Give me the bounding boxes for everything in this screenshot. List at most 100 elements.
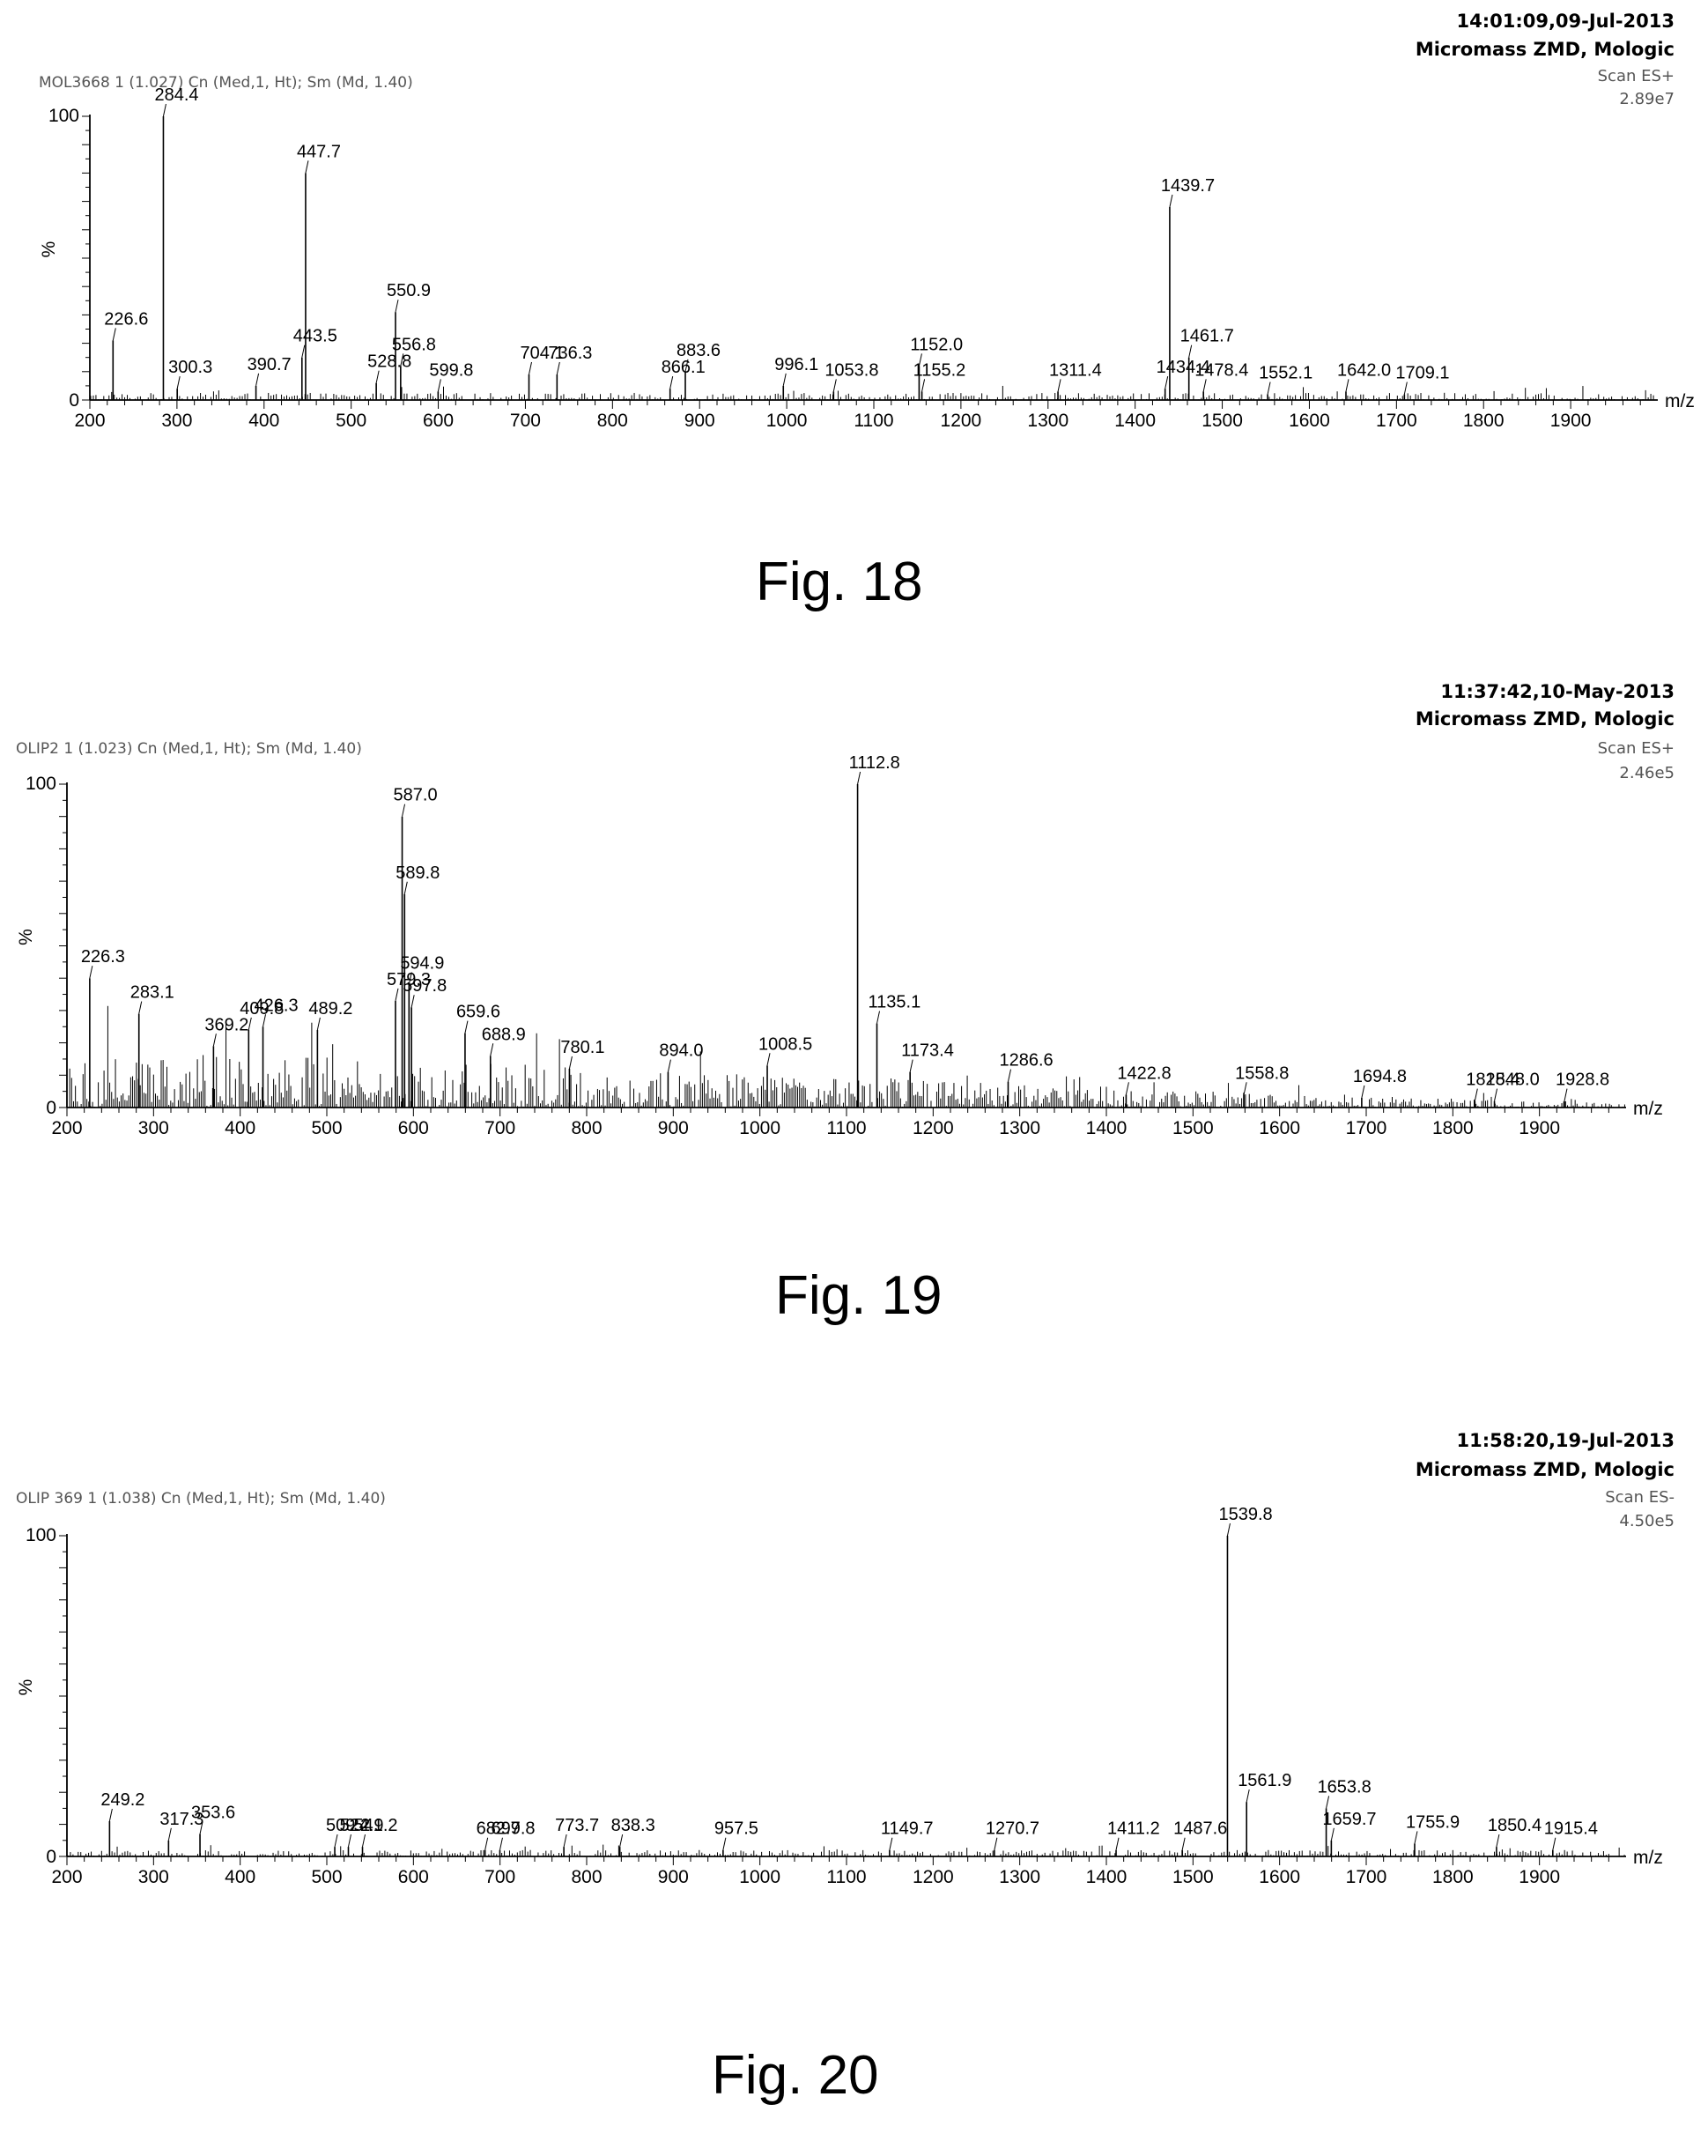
scan-mode: Scan ES+	[1597, 67, 1675, 85]
peak-leader	[921, 379, 926, 392]
peak-leader	[108, 1808, 113, 1822]
x-tick-label: 1900	[1550, 411, 1592, 431]
x-tick-label: 1000	[766, 411, 808, 431]
figure-20-panel: 11:58:20,19-Jul-2013 Micromass ZMD, Molo…	[0, 1366, 1708, 2156]
peak-label: 579.3	[387, 970, 431, 989]
peak-label: 1053.8	[824, 360, 878, 380]
peak-label: 1755.9	[1406, 1812, 1460, 1832]
x-tick-label: 500	[311, 1867, 342, 1887]
peak-label: 594.9	[400, 954, 444, 974]
peak-label: 426.3	[255, 996, 299, 1015]
x-tick-label: 400	[225, 1118, 255, 1138]
peak-leader	[1267, 382, 1271, 395]
peak-leader	[484, 1837, 489, 1850]
peak-leader	[1125, 1082, 1129, 1095]
peak-leader	[1181, 1837, 1186, 1850]
x-tick-label: 1500	[1202, 411, 1243, 431]
peak-leader	[1361, 1085, 1365, 1099]
peak-leader	[857, 771, 861, 785]
acquisition-time: 11:58:20,19-Jul-2013	[1456, 1430, 1675, 1451]
x-tick-label: 300	[138, 1118, 169, 1138]
peak-label: 736.3	[548, 344, 592, 363]
peak-leader	[402, 804, 406, 817]
x-tick-label: 500	[336, 411, 366, 431]
peak-label: 284.4	[154, 85, 198, 105]
peak-label: 773.7	[555, 1816, 599, 1835]
peak-label: 866.1	[662, 358, 706, 377]
x-tick-label: 900	[658, 1867, 689, 1887]
peak-label: 1155.2	[913, 360, 966, 380]
x-tick-label: 1700	[1346, 1867, 1387, 1887]
x-tick-label: 300	[161, 411, 192, 431]
y-tick-label-zero: 0	[69, 390, 79, 411]
peak-leader	[112, 328, 116, 341]
x-tick-label: 1100	[854, 411, 893, 431]
peak-leader	[395, 300, 399, 313]
peak-leader	[1494, 1088, 1498, 1101]
y-axis-label: %	[39, 241, 59, 258]
peak-leader	[909, 1059, 913, 1072]
x-tick-label: 1700	[1346, 1118, 1387, 1138]
x-tick-label: 900	[684, 411, 715, 431]
figure-caption: Fig. 20	[712, 2045, 879, 2106]
x-tick-label: 1300	[999, 1118, 1040, 1138]
peak-label: 838.3	[611, 1816, 655, 1835]
y-axis-label: %	[16, 1679, 36, 1696]
x-tick-label: 1400	[1086, 1118, 1128, 1138]
x-tick-label: 1100	[826, 1118, 866, 1138]
peak-leader	[889, 1837, 893, 1850]
scan-mode: Scan ES-	[1605, 1488, 1675, 1507]
peak-label: 1848.0	[1486, 1071, 1540, 1090]
peak-label: 1709.1	[1395, 364, 1449, 383]
x-tick-label: 1400	[1114, 411, 1156, 431]
peak-label: 1487.6	[1173, 1819, 1227, 1839]
x-axis-unit: m/z	[1665, 391, 1695, 411]
peak-label: 226.6	[104, 309, 148, 329]
peak-label: 1558.8	[1235, 1063, 1289, 1083]
peak-label: 1422.8	[1117, 1063, 1171, 1083]
peak-label: 509.2	[326, 1816, 370, 1835]
peak-leader	[667, 1059, 671, 1072]
baseline-noise	[67, 1005, 1625, 1108]
baseline-noise	[90, 385, 1657, 400]
x-tick-label: 1600	[1259, 1118, 1300, 1138]
x-tick-label: 200	[51, 1867, 82, 1887]
peak-label: 1659.7	[1322, 1810, 1376, 1829]
peak-label: 1149.7	[881, 1819, 934, 1839]
peak-label: 317.3	[159, 1810, 203, 1829]
peak-leader	[490, 1043, 494, 1056]
peak-leader	[1330, 1827, 1335, 1841]
peak-label: 1439.7	[1161, 176, 1215, 196]
peak-leader	[347, 1834, 351, 1848]
peak-label: 597.8	[403, 976, 447, 996]
peak-label: 1694.8	[1353, 1067, 1407, 1086]
peak-label: 1286.6	[999, 1051, 1053, 1071]
y-axis-label: %	[16, 929, 36, 945]
base-intensity: 4.50e5	[1619, 1512, 1675, 1530]
peak-label: 1642.0	[1337, 360, 1391, 380]
y-tick-label-top: 100	[26, 1525, 56, 1545]
peak-label: 1539.8	[1218, 1505, 1272, 1524]
peak-label: 1552.1	[1259, 364, 1312, 383]
peak-leader	[499, 1837, 503, 1850]
x-tick-label: 700	[484, 1118, 515, 1138]
instrument-name: Micromass ZMD, Mologic	[1415, 708, 1675, 730]
peak-label: 489.2	[308, 999, 352, 1019]
peak-label: 699.8	[491, 1819, 535, 1839]
peak-leader	[1057, 379, 1061, 392]
peak-leader	[1008, 1069, 1011, 1082]
x-tick-label: 1800	[1432, 1118, 1474, 1138]
peak-leader	[255, 373, 260, 387]
peak-label: 1270.7	[986, 1819, 1039, 1839]
x-tick-label: 200	[51, 1118, 82, 1138]
peak-label: 1850.4	[1488, 1816, 1542, 1835]
peak-leader	[167, 1827, 172, 1841]
x-tick-label: 500	[311, 1118, 342, 1138]
peak-leader	[362, 1834, 366, 1848]
peak-label: 443.5	[293, 327, 337, 346]
peak-label: 353.6	[191, 1804, 235, 1823]
x-axis-unit: m/z	[1633, 1099, 1663, 1119]
peak-leader	[375, 370, 380, 383]
